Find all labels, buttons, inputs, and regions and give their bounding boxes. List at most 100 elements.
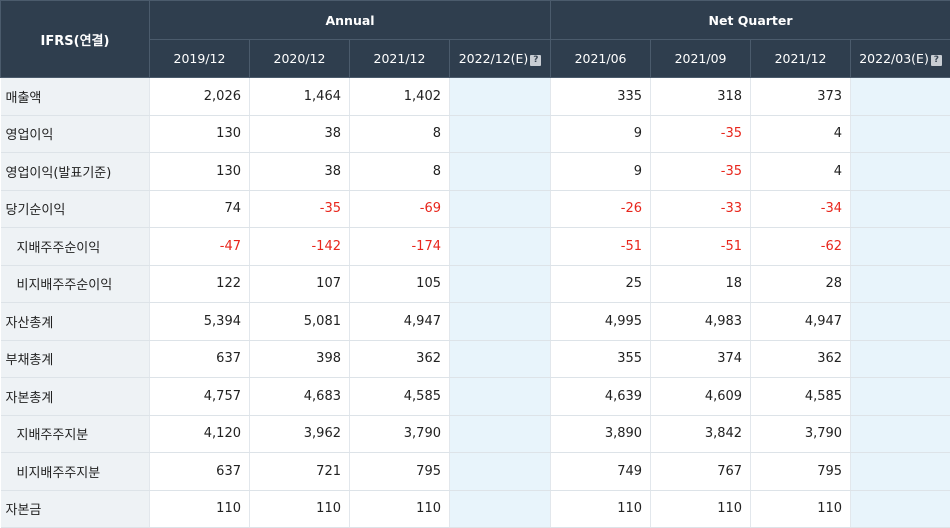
row-label[interactable]: 자본금 xyxy=(1,490,150,528)
value-cell: 637 xyxy=(150,453,250,491)
estimate-cell xyxy=(450,78,551,116)
value-cell: 373 xyxy=(751,78,851,116)
row-label[interactable]: 비지배주주지분 xyxy=(1,453,150,491)
value-cell: 105 xyxy=(350,265,450,303)
value-cell: 18 xyxy=(651,265,751,303)
value-cell: -47 xyxy=(150,228,250,266)
value-cell: -62 xyxy=(751,228,851,266)
value-cell: 38 xyxy=(250,115,350,153)
period-header-label: 2022/03(E) xyxy=(859,51,929,66)
value-cell: 374 xyxy=(651,340,751,378)
value-cell: 318 xyxy=(651,78,751,116)
value-cell: 110 xyxy=(551,490,651,528)
estimate-cell xyxy=(450,415,551,453)
estimate-cell xyxy=(450,228,551,266)
value-cell: 362 xyxy=(350,340,450,378)
value-cell: -35 xyxy=(651,153,751,191)
period-header-label: 2022/12(E) xyxy=(459,51,529,66)
period-header-annual: 2020/12 xyxy=(250,40,350,78)
estimate-cell xyxy=(851,265,950,303)
row-label[interactable]: 지배주주순이익 xyxy=(1,228,150,266)
value-cell: 110 xyxy=(150,490,250,528)
estimate-cell xyxy=(450,378,551,416)
estimate-cell xyxy=(851,228,950,266)
row-label[interactable]: 비지배주주순이익 xyxy=(1,265,150,303)
value-cell: 398 xyxy=(250,340,350,378)
value-cell: 767 xyxy=(651,453,751,491)
value-cell: 5,394 xyxy=(150,303,250,341)
value-cell: 9 xyxy=(551,153,651,191)
estimate-cell xyxy=(851,378,950,416)
row-label[interactable]: 부채총계 xyxy=(1,340,150,378)
value-cell: 9 xyxy=(551,115,651,153)
estimate-cell xyxy=(450,153,551,191)
value-cell: 5,081 xyxy=(250,303,350,341)
value-cell: -35 xyxy=(250,190,350,228)
value-cell: 110 xyxy=(250,490,350,528)
value-cell: -174 xyxy=(350,228,450,266)
help-icon[interactable]: ? xyxy=(931,55,942,66)
value-cell: 110 xyxy=(751,490,851,528)
row-label[interactable]: 자산총계 xyxy=(1,303,150,341)
estimate-cell xyxy=(851,190,950,228)
value-cell: 130 xyxy=(150,153,250,191)
value-cell: 4 xyxy=(751,153,851,191)
value-cell: 3,790 xyxy=(751,415,851,453)
value-cell: 4,683 xyxy=(250,378,350,416)
value-cell: 795 xyxy=(350,453,450,491)
value-cell: 4,639 xyxy=(551,378,651,416)
value-cell: 3,842 xyxy=(651,415,751,453)
period-header-annual: 2021/12 xyxy=(350,40,450,78)
estimate-cell xyxy=(450,115,551,153)
row-label[interactable]: 영업이익 xyxy=(1,115,150,153)
row-label[interactable]: 자본총계 xyxy=(1,378,150,416)
value-cell: -69 xyxy=(350,190,450,228)
annual-group-header: Annual xyxy=(150,1,551,40)
row-label[interactable]: 영업이익(발표기준) xyxy=(1,153,150,191)
estimate-cell xyxy=(851,303,950,341)
value-cell: -34 xyxy=(751,190,851,228)
value-cell: 122 xyxy=(150,265,250,303)
period-header-annual-estimate: 2022/12(E)? xyxy=(450,40,551,78)
estimate-cell xyxy=(450,303,551,341)
value-cell: 2,026 xyxy=(150,78,250,116)
row-label[interactable]: 매출액 xyxy=(1,78,150,116)
value-cell: 3,890 xyxy=(551,415,651,453)
value-cell: 4,609 xyxy=(651,378,751,416)
value-cell: 130 xyxy=(150,115,250,153)
estimate-cell xyxy=(851,153,950,191)
value-cell: 355 xyxy=(551,340,651,378)
period-header-quarter: 2021/09 xyxy=(651,40,751,78)
table-row: 지배주주순이익-47-142-174-51-51-62 xyxy=(1,228,950,266)
estimate-cell xyxy=(851,340,950,378)
value-cell: 795 xyxy=(751,453,851,491)
help-icon[interactable]: ? xyxy=(530,55,541,66)
value-cell: 28 xyxy=(751,265,851,303)
value-cell: -51 xyxy=(551,228,651,266)
row-label[interactable]: 지배주주지분 xyxy=(1,415,150,453)
value-cell: -33 xyxy=(651,190,751,228)
value-cell: 4,585 xyxy=(350,378,450,416)
value-cell: 38 xyxy=(250,153,350,191)
period-header-quarter-estimate: 2022/03(E)? xyxy=(851,40,950,78)
value-cell: 721 xyxy=(250,453,350,491)
row-label[interactable]: 당기순이익 xyxy=(1,190,150,228)
value-cell: 4,585 xyxy=(751,378,851,416)
value-cell: 110 xyxy=(350,490,450,528)
estimate-cell xyxy=(851,453,950,491)
value-cell: 4,757 xyxy=(150,378,250,416)
value-cell: 4,947 xyxy=(350,303,450,341)
estimate-cell xyxy=(450,190,551,228)
value-cell: 1,402 xyxy=(350,78,450,116)
value-cell: -142 xyxy=(250,228,350,266)
